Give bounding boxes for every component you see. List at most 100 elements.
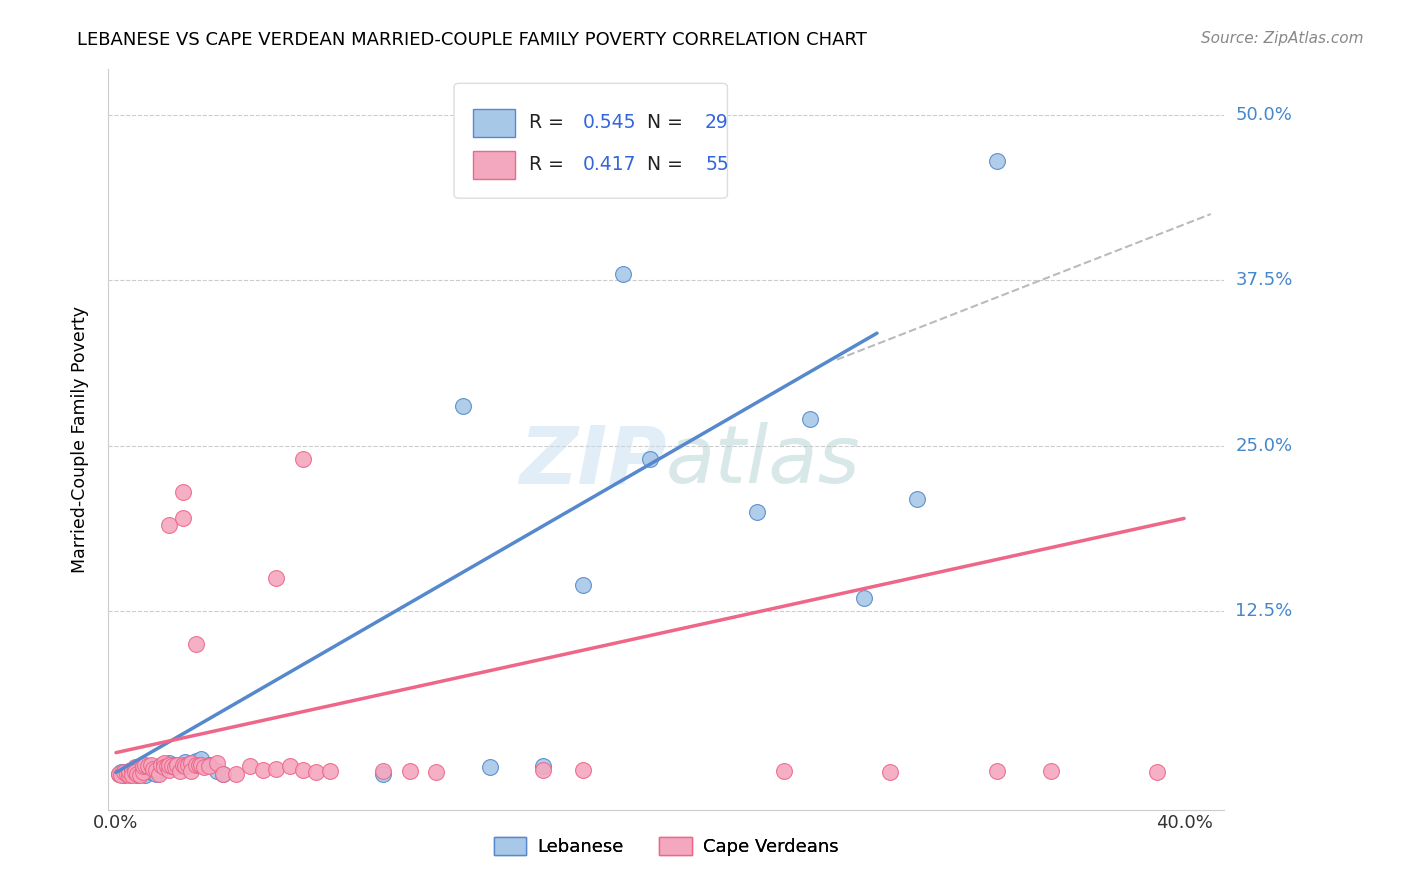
Point bbox=[127, 768, 149, 782]
Point bbox=[145, 767, 167, 781]
Point bbox=[124, 765, 146, 780]
Point bbox=[180, 756, 202, 771]
Point bbox=[190, 752, 212, 766]
Text: 55: 55 bbox=[704, 155, 728, 174]
Point bbox=[184, 754, 207, 768]
Point bbox=[156, 759, 179, 773]
Point bbox=[1146, 765, 1168, 780]
Point bbox=[187, 757, 209, 772]
FancyBboxPatch shape bbox=[454, 83, 727, 198]
Point bbox=[172, 511, 194, 525]
Point bbox=[121, 767, 143, 781]
Text: N =: N = bbox=[634, 155, 689, 174]
Point bbox=[225, 767, 247, 781]
Point bbox=[142, 762, 165, 776]
Point bbox=[139, 757, 162, 772]
Point bbox=[305, 765, 328, 780]
Point bbox=[318, 764, 340, 779]
Point bbox=[124, 760, 146, 774]
Point bbox=[156, 759, 179, 773]
Point bbox=[163, 760, 186, 774]
Point bbox=[180, 756, 202, 771]
Point bbox=[131, 759, 153, 773]
Point bbox=[115, 767, 138, 781]
Point bbox=[572, 577, 595, 591]
Point bbox=[118, 764, 141, 779]
Point bbox=[238, 759, 260, 773]
Point bbox=[110, 765, 132, 780]
Point bbox=[129, 768, 152, 782]
Legend: Lebanese, Cape Verdeans: Lebanese, Cape Verdeans bbox=[486, 830, 845, 863]
Point bbox=[198, 757, 221, 772]
Point bbox=[905, 491, 928, 506]
Text: 37.5%: 37.5% bbox=[1236, 271, 1292, 289]
Point bbox=[190, 757, 212, 772]
Point bbox=[153, 756, 176, 771]
Point bbox=[153, 760, 176, 774]
Point bbox=[157, 763, 180, 777]
Point bbox=[207, 756, 229, 771]
Point bbox=[531, 759, 554, 773]
Point bbox=[160, 759, 183, 773]
Point bbox=[118, 768, 141, 782]
Point bbox=[150, 757, 173, 772]
Point bbox=[425, 765, 447, 780]
Point bbox=[107, 767, 129, 781]
Point bbox=[118, 764, 141, 779]
Point bbox=[107, 767, 129, 781]
Point bbox=[531, 763, 554, 777]
Point bbox=[112, 765, 135, 780]
Point bbox=[145, 763, 167, 777]
Text: atlas: atlas bbox=[666, 422, 860, 500]
Point bbox=[291, 451, 314, 466]
Point bbox=[1039, 764, 1062, 779]
Point bbox=[211, 767, 233, 781]
Point bbox=[153, 760, 176, 774]
Point bbox=[172, 485, 194, 500]
FancyBboxPatch shape bbox=[472, 151, 516, 179]
Point bbox=[136, 759, 159, 773]
Point bbox=[177, 757, 200, 772]
Point bbox=[136, 764, 159, 779]
Point bbox=[129, 767, 152, 781]
Point bbox=[157, 757, 180, 772]
Y-axis label: Married-Couple Family Poverty: Married-Couple Family Poverty bbox=[72, 306, 89, 573]
Text: ZIP: ZIP bbox=[519, 422, 666, 500]
Point bbox=[174, 755, 197, 769]
Point bbox=[879, 765, 901, 780]
Point bbox=[852, 591, 875, 605]
Point bbox=[193, 760, 215, 774]
Point bbox=[157, 518, 180, 533]
Point bbox=[638, 451, 661, 466]
Point bbox=[264, 571, 287, 585]
Point bbox=[572, 763, 595, 777]
Point bbox=[148, 767, 170, 781]
Point bbox=[252, 763, 274, 777]
Point bbox=[157, 756, 180, 771]
Text: 29: 29 bbox=[704, 113, 728, 132]
Point bbox=[278, 759, 301, 773]
Point bbox=[612, 267, 634, 281]
Point bbox=[986, 154, 1008, 169]
Point bbox=[986, 764, 1008, 779]
Point bbox=[207, 764, 229, 779]
Point bbox=[172, 757, 194, 772]
Point bbox=[127, 767, 149, 781]
Text: 0.417: 0.417 bbox=[582, 155, 636, 174]
Text: 12.5%: 12.5% bbox=[1236, 602, 1292, 620]
Text: Source: ZipAtlas.com: Source: ZipAtlas.com bbox=[1201, 31, 1364, 46]
Point bbox=[371, 767, 394, 781]
Point bbox=[169, 764, 191, 779]
Text: 0.545: 0.545 bbox=[582, 113, 636, 132]
Point bbox=[174, 759, 197, 773]
Point bbox=[134, 757, 156, 772]
Point bbox=[184, 757, 207, 772]
Text: R =: R = bbox=[529, 113, 569, 132]
Text: 50.0%: 50.0% bbox=[1236, 106, 1292, 124]
FancyBboxPatch shape bbox=[472, 109, 516, 136]
Point bbox=[198, 759, 221, 773]
Text: R =: R = bbox=[529, 155, 569, 174]
Point bbox=[124, 765, 146, 780]
Point bbox=[121, 768, 143, 782]
Point bbox=[291, 763, 314, 777]
